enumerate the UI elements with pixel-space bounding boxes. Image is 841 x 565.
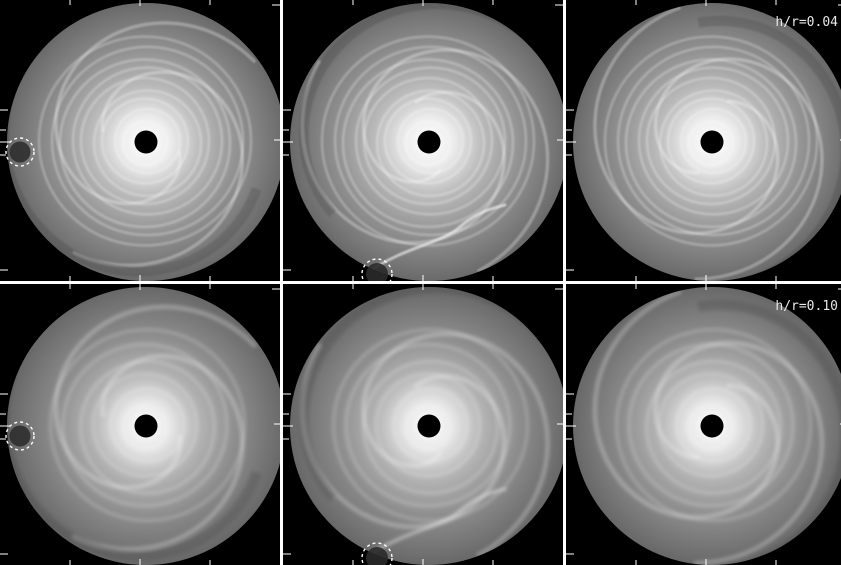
panel-row2-col3: h/r=0.10 — [566, 284, 841, 565]
disk-image-row1-col2 — [283, 0, 563, 281]
disk-image-row2-col2 — [283, 284, 563, 565]
vertical-divider-right — [563, 0, 566, 565]
disk-image-row1-col1 — [0, 0, 280, 281]
disk-image-row2-col1 — [0, 284, 280, 565]
horizontal-divider — [0, 281, 841, 284]
panel-row1-col3: h/r=0.04 — [566, 0, 841, 281]
panel-row2-col1 — [0, 284, 280, 565]
row-label-top: h/r=0.04 — [775, 15, 838, 30]
row-label-bottom: h/r=0.10 — [775, 299, 838, 314]
panel-row1-col1 — [0, 0, 280, 281]
panel-row2-col2 — [283, 284, 563, 565]
disk-image-row2-col3 — [566, 284, 841, 565]
vertical-divider-left — [280, 0, 283, 565]
disk-image-row1-col3 — [566, 0, 841, 281]
panel-row1-col2 — [283, 0, 563, 281]
